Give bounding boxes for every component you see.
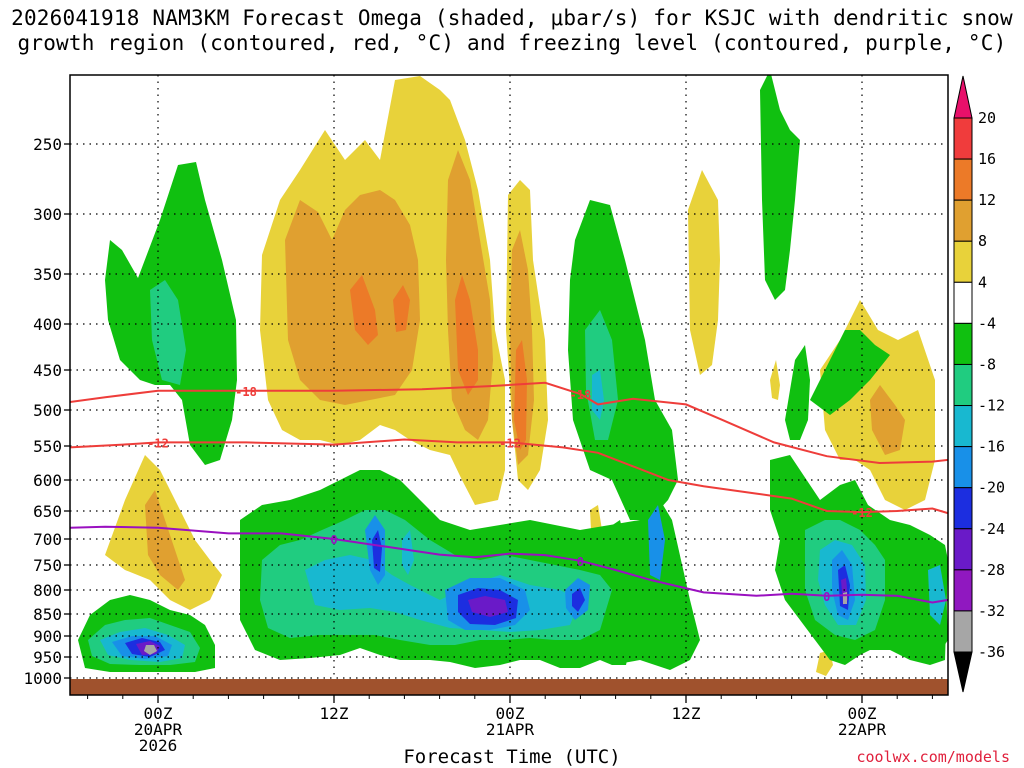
colorbar-segment	[953, 405, 973, 448]
colorbar-label: 16	[978, 150, 996, 168]
omega-region-46	[928, 565, 946, 625]
y-tick-label: 650	[33, 502, 62, 521]
colorbar-label: -16	[978, 438, 1005, 456]
y-tick-label: 350	[33, 265, 62, 284]
omega-region-12	[870, 385, 905, 455]
y-tick-label: 500	[33, 401, 62, 420]
colorbar-segment	[953, 199, 973, 242]
x-tick-label: 2026	[139, 736, 178, 755]
y-tick-label: 300	[33, 205, 62, 224]
y-tick-label: 800	[33, 581, 62, 600]
omega-region-13	[688, 170, 720, 375]
omega-region-20	[785, 345, 810, 440]
colorbar-segment	[953, 363, 973, 407]
omega-region-44	[843, 592, 847, 604]
omega-region-31	[468, 596, 508, 617]
contour-line-1	[70, 438, 948, 515]
chart-title-line1: 2026041918 NAM3KM Forecast Omega (shaded…	[11, 6, 1013, 30]
ground-layer	[70, 679, 948, 695]
x-tick-label: 22APR	[838, 720, 887, 739]
temperature-contours: -18 -18 -12 -12 -12 0 0 0	[70, 381, 948, 604]
colorbar-segment	[953, 240, 973, 283]
colorbar-label: 8	[978, 232, 987, 250]
y-tick-label: 250	[33, 135, 62, 154]
contour-label-0-0: -18	[235, 385, 257, 399]
x-tick-label: 21APR	[486, 720, 535, 739]
y-tick-label: 550	[33, 437, 62, 456]
contour-label-2-2: 0	[823, 590, 830, 604]
colorbar-label: -4	[978, 314, 996, 332]
colorbar-segment	[953, 446, 973, 489]
plot-frame	[69, 74, 949, 696]
omega-region-3	[446, 150, 493, 440]
credit-link[interactable]: coolwx.com/models	[856, 748, 1010, 766]
contour-label-2-0: 0	[330, 533, 337, 547]
omega-region-6	[393, 285, 410, 332]
y-tick-label: 700	[33, 530, 62, 549]
colorbar: 20 16 12 8 4 -4 -8 -12 -16 -20 -24 -28 -32 -36	[953, 75, 1005, 693]
y-tick-label: 1000	[23, 669, 62, 688]
contour-label-0-1: -18	[570, 388, 592, 402]
colorbar-label: -20	[978, 479, 1005, 497]
colorbar-top-arrow	[953, 75, 973, 119]
omega-region-25	[592, 370, 604, 420]
x-tick-label: 20APR	[134, 720, 183, 739]
omega-shading	[78, 75, 948, 676]
y-tick-label: 950	[33, 648, 62, 667]
colorbar-label: 4	[978, 273, 987, 291]
colorbar-label: -24	[978, 520, 1005, 538]
contour-line-2	[70, 525, 948, 604]
y-tick-label: 850	[33, 605, 62, 624]
contour-label-1-2: -12	[851, 506, 873, 520]
colorbar-label: -8	[978, 355, 996, 373]
colorbar-segment	[953, 158, 973, 201]
colorbar-segment	[953, 117, 973, 160]
y-tick-label: 400	[33, 315, 62, 334]
colorbar-segment	[953, 487, 973, 530]
x-tick-label: 00Z	[848, 704, 877, 723]
x-tick-label: 00Z	[144, 704, 173, 723]
x-tick-label: 12Z	[672, 704, 701, 723]
colorbar-bottom-arrow	[953, 651, 973, 693]
colorbar-segment	[953, 610, 973, 653]
y-tick-label: 900	[33, 627, 62, 646]
x-tick-label: 00Z	[496, 704, 525, 723]
y-tick-label: 750	[33, 556, 62, 575]
colorbar-segment	[953, 569, 973, 612]
colorbar-label: -28	[978, 561, 1005, 579]
contour-label-1-0: -12	[147, 436, 169, 450]
omega-region-7	[455, 275, 478, 395]
colorbar-label: 12	[978, 191, 996, 209]
colorbar-label: -32	[978, 602, 1005, 620]
omega-region-5	[350, 275, 378, 345]
colorbar-label: -12	[978, 397, 1005, 415]
colorbar-segment	[953, 281, 973, 324]
colorbar-label: 20	[978, 109, 996, 127]
omega-region-37	[402, 530, 414, 575]
omega-region-36	[648, 505, 665, 580]
y-tick-label: 600	[33, 471, 62, 490]
omega-region-8	[514, 340, 527, 450]
colorbar-label: -36	[978, 643, 1005, 661]
x-axis-label: Forecast Time (UTC)	[403, 746, 621, 768]
colorbar-segment	[953, 528, 973, 571]
x-tick-label: 12Z	[320, 704, 349, 723]
omega-region-21	[810, 330, 890, 415]
ground-surface	[70, 679, 948, 695]
contour-label-2-1: 0	[577, 555, 584, 569]
y-tick-label: 450	[33, 361, 62, 380]
omega-region-53	[144, 645, 157, 655]
contour-label-1-1: -12	[499, 436, 521, 450]
colorbar-segment	[953, 322, 973, 365]
contour-line-0	[70, 381, 948, 465]
chart-title-line2: growth region (contoured, red, °C) and f…	[17, 31, 1007, 55]
omega-region-35	[572, 588, 585, 612]
omega-region-33	[372, 530, 382, 572]
y-axis: 250 300 350 400 450 500 550 600 650 700 750 800 850 9…	[23, 135, 70, 688]
omega-region-23	[150, 280, 186, 385]
omega-region-19	[760, 75, 800, 300]
omega-region-14	[770, 360, 780, 400]
